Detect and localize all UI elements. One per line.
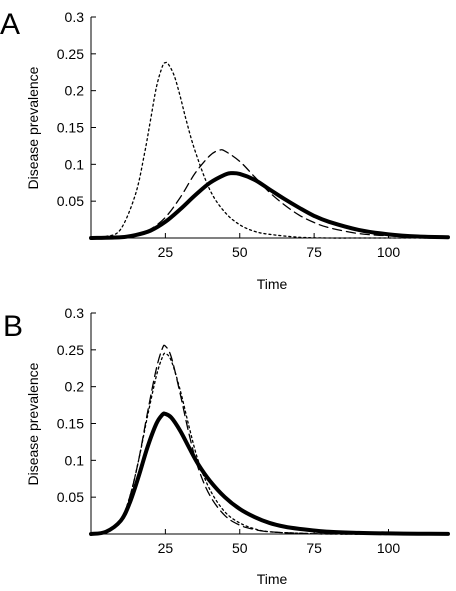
panel-label-a: A	[0, 8, 20, 41]
y-tick-label-a: 0.1	[65, 156, 85, 172]
y-tick-label-b: 0.3	[65, 305, 85, 321]
y-tick-label-a: 0.05	[57, 193, 84, 209]
x-tick-label-b: 50	[232, 540, 248, 556]
y-tick-label-b: 0.2	[65, 379, 85, 395]
series-line-dotted-b	[90, 352, 449, 535]
x-tick-label-a: 75	[306, 244, 322, 260]
panel-a: A 0.05 0.1 0.15 0.2 0.25 0.3 25 50 75 100 Time Di…	[0, 8, 450, 292]
series-line-dotted-a	[90, 61, 449, 239]
y-tick-label-a: 0.15	[57, 120, 84, 136]
y-tick-label-a: 0.3	[65, 9, 85, 25]
x-tick-label-a: 50	[232, 244, 248, 260]
series-line-solid-thick-b	[89, 411, 450, 536]
y-tick-label-a: 0.25	[57, 46, 84, 62]
y-axis-title-b: Disease prevalence	[25, 362, 41, 485]
x-tick-label-b: 25	[158, 540, 174, 556]
y-tick-label-b: 0.15	[57, 416, 84, 432]
x-tick-label-a: 100	[377, 244, 401, 260]
x-axis-title-b: Time	[257, 571, 288, 587]
series-line-dashed-a	[90, 149, 449, 239]
plot-area-b: 0.05 0.1 0.15 0.2 0.25 0.3 25 50 75 100	[57, 305, 450, 556]
y-tick-label-b: 0.1	[65, 452, 85, 468]
x-tick-label-b: 100	[377, 540, 401, 556]
y-tick-label-a: 0.2	[65, 83, 85, 99]
y-axis-title-a: Disease prevalence	[25, 66, 41, 189]
x-axis-title-a: Time	[257, 276, 288, 292]
x-tick-label-b: 75	[306, 540, 322, 556]
y-tick-label-b: 0.25	[57, 342, 84, 358]
series-line-dashed-b	[90, 344, 449, 535]
panel-label-b: B	[3, 310, 23, 343]
x-tick-label-a: 25	[158, 244, 174, 260]
plot-area-a: 0.05 0.1 0.15 0.2 0.25 0.3 25 50 75 100	[57, 9, 450, 260]
panel-b: B 0.05 0.1 0.15 0.2 0.25 0.3 25 50 75 100 Time Di…	[3, 305, 450, 587]
series-line-solid-thick-a	[89, 171, 450, 240]
y-tick-label-b: 0.05	[57, 489, 84, 505]
